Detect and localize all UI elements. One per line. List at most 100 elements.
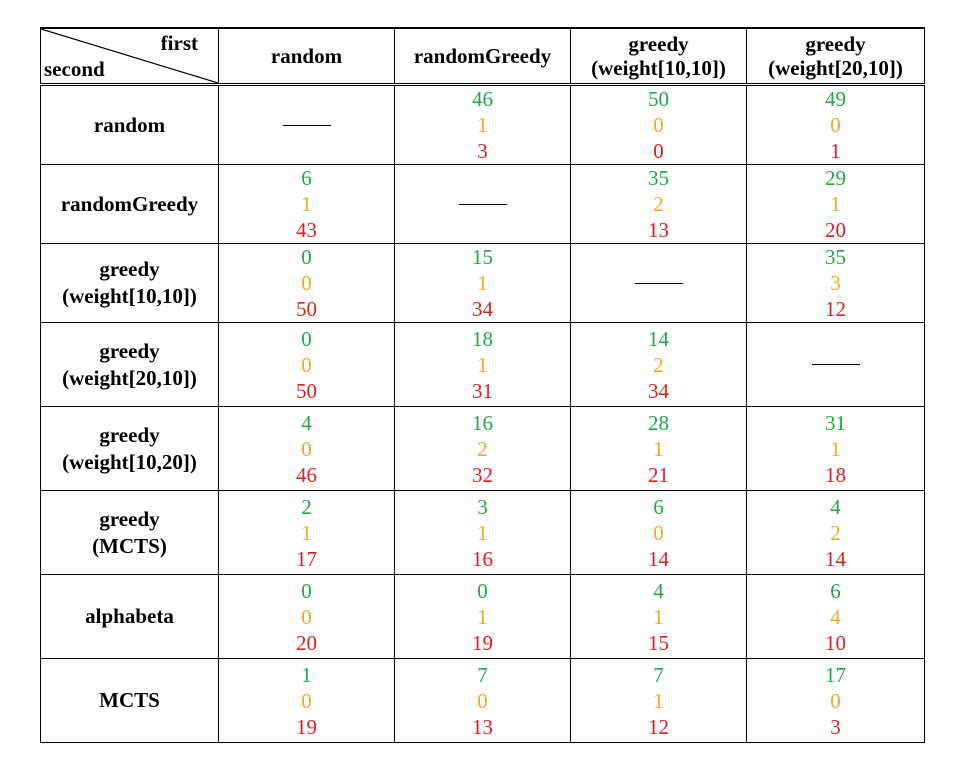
draws-count: 1 bbox=[653, 436, 664, 461]
result-stack: 2 1 17 bbox=[219, 494, 394, 572]
losses-count: 34 bbox=[648, 378, 669, 403]
draws-count: 1 bbox=[477, 113, 488, 137]
result-stack: 18 1 31 bbox=[395, 326, 570, 404]
dash-mark bbox=[458, 203, 507, 205]
result-cell: 0 0 20 bbox=[218, 574, 395, 659]
draws-count: 0 bbox=[301, 604, 312, 629]
wins-count: 29 bbox=[825, 166, 846, 190]
wins-count: 0 bbox=[301, 245, 312, 269]
row-header-alphabeta: alphabeta bbox=[40, 574, 219, 659]
draws-count: 2 bbox=[653, 192, 664, 216]
draws-count: 2 bbox=[830, 520, 841, 545]
result-stack: 0 0 50 bbox=[219, 326, 394, 404]
result-stack: 17 0 3 bbox=[747, 662, 924, 740]
table-row-mcts: MCTS 1 0 19 7 0 13 7 1 12 17 0 3 bbox=[40, 658, 925, 743]
wins-count: 7 bbox=[477, 662, 488, 687]
result-stack: 1 0 19 bbox=[219, 662, 394, 740]
losses-count: 17 bbox=[296, 546, 317, 571]
result-cell: 18 1 31 bbox=[394, 322, 571, 407]
result-stack: 16 2 32 bbox=[395, 410, 570, 488]
draws-count: 0 bbox=[653, 520, 664, 545]
result-stack: 4 2 14 bbox=[747, 494, 924, 572]
draws-count: 4 bbox=[830, 604, 841, 629]
wins-count: 6 bbox=[301, 166, 312, 190]
corner-first-label: first bbox=[160, 31, 198, 55]
result-stack: 4 0 46 bbox=[219, 410, 394, 488]
losses-count: 21 bbox=[648, 462, 669, 487]
losses-count: 1 bbox=[830, 139, 841, 163]
losses-count: 19 bbox=[472, 630, 493, 655]
wins-count: 6 bbox=[830, 578, 841, 603]
result-cell: 16 2 32 bbox=[394, 406, 571, 491]
draws-count: 1 bbox=[830, 436, 841, 461]
result-cell: 7 0 13 bbox=[394, 658, 571, 743]
draws-count: 0 bbox=[301, 688, 312, 713]
losses-count: 14 bbox=[825, 546, 846, 571]
result-cell: 0 1 19 bbox=[394, 574, 571, 659]
result-cell: 49 0 1 bbox=[746, 84, 925, 165]
draws-count: 1 bbox=[653, 688, 664, 713]
result-cell: 0 0 50 bbox=[218, 322, 395, 407]
result-cell: 2 1 17 bbox=[218, 490, 395, 575]
losses-count: 20 bbox=[825, 218, 846, 242]
draws-count: 1 bbox=[301, 520, 312, 545]
draws-count: 1 bbox=[477, 271, 488, 295]
result-cell: 15 1 34 bbox=[394, 243, 571, 323]
wins-count: 35 bbox=[648, 166, 669, 190]
wins-count: 18 bbox=[472, 326, 493, 351]
result-cell: 3 1 16 bbox=[394, 490, 571, 575]
result-cell: 6 0 14 bbox=[570, 490, 747, 575]
result-stack: 6 4 10 bbox=[747, 578, 924, 656]
row-header-greedy-10-20: greedy (weight[10,20]) bbox=[40, 406, 219, 491]
result-stack: 50 0 0 bbox=[571, 86, 746, 164]
result-cell: 6 4 10 bbox=[746, 574, 925, 659]
result-stack: 29 1 20 bbox=[747, 165, 924, 243]
result-cell: 29 1 20 bbox=[746, 164, 925, 244]
losses-count: 32 bbox=[472, 462, 493, 487]
wins-count: 49 bbox=[825, 87, 846, 111]
table-row-greedy-10-10: greedy (weight[10,10]) 0 0 50 15 1 34 35 3 12 bbox=[40, 243, 925, 323]
result-stack: 35 3 12 bbox=[747, 244, 924, 322]
draws-count: 0 bbox=[830, 113, 841, 137]
draws-count: 1 bbox=[301, 192, 312, 216]
losses-count: 10 bbox=[825, 630, 846, 655]
self-match-cell bbox=[218, 84, 395, 165]
result-cell: 14 2 34 bbox=[570, 322, 747, 407]
wins-count: 15 bbox=[472, 245, 493, 269]
losses-count: 14 bbox=[648, 546, 669, 571]
wins-count: 1 bbox=[301, 662, 312, 687]
wins-count: 6 bbox=[653, 494, 664, 519]
losses-count: 20 bbox=[296, 630, 317, 655]
self-match-cell bbox=[746, 322, 925, 407]
draws-count: 1 bbox=[477, 604, 488, 629]
self-match-cell bbox=[394, 164, 571, 244]
result-cell: 50 0 0 bbox=[570, 84, 747, 165]
result-stack: 3 1 16 bbox=[395, 494, 570, 572]
draws-count: 1 bbox=[477, 520, 488, 545]
col-header-greedy-20-10: greedy (weight[20,10]) bbox=[746, 27, 925, 86]
wins-count: 16 bbox=[472, 410, 493, 435]
result-cell: 4 1 15 bbox=[570, 574, 747, 659]
result-stack: 4 1 15 bbox=[571, 578, 746, 656]
row-header-mcts: MCTS bbox=[40, 658, 219, 743]
dash-mark bbox=[282, 124, 331, 126]
col-header-random: random bbox=[218, 27, 395, 86]
wins-count: 14 bbox=[648, 326, 669, 351]
result-stack: 6 0 14 bbox=[571, 494, 746, 572]
draws-count: 3 bbox=[830, 271, 841, 295]
result-cell: 6 1 43 bbox=[218, 164, 395, 244]
draws-count: 0 bbox=[301, 271, 312, 295]
result-stack: 15 1 34 bbox=[395, 244, 570, 322]
draws-count: 0 bbox=[653, 113, 664, 137]
losses-count: 12 bbox=[825, 297, 846, 321]
results-table: first second random randomGreedy greedy(… bbox=[40, 27, 925, 743]
result-stack: 0 0 20 bbox=[219, 578, 394, 656]
draws-count: 2 bbox=[477, 436, 488, 461]
result-cell: 31 1 18 bbox=[746, 406, 925, 491]
losses-count: 31 bbox=[472, 378, 493, 403]
result-cell: 28 1 21 bbox=[570, 406, 747, 491]
result-cell: 35 3 12 bbox=[746, 243, 925, 323]
losses-count: 15 bbox=[648, 630, 669, 655]
losses-count: 46 bbox=[296, 462, 317, 487]
table-row-greedy-mcts: greedy (MCTS) 2 1 17 3 1 16 6 0 14 4 2 14 bbox=[40, 490, 925, 575]
